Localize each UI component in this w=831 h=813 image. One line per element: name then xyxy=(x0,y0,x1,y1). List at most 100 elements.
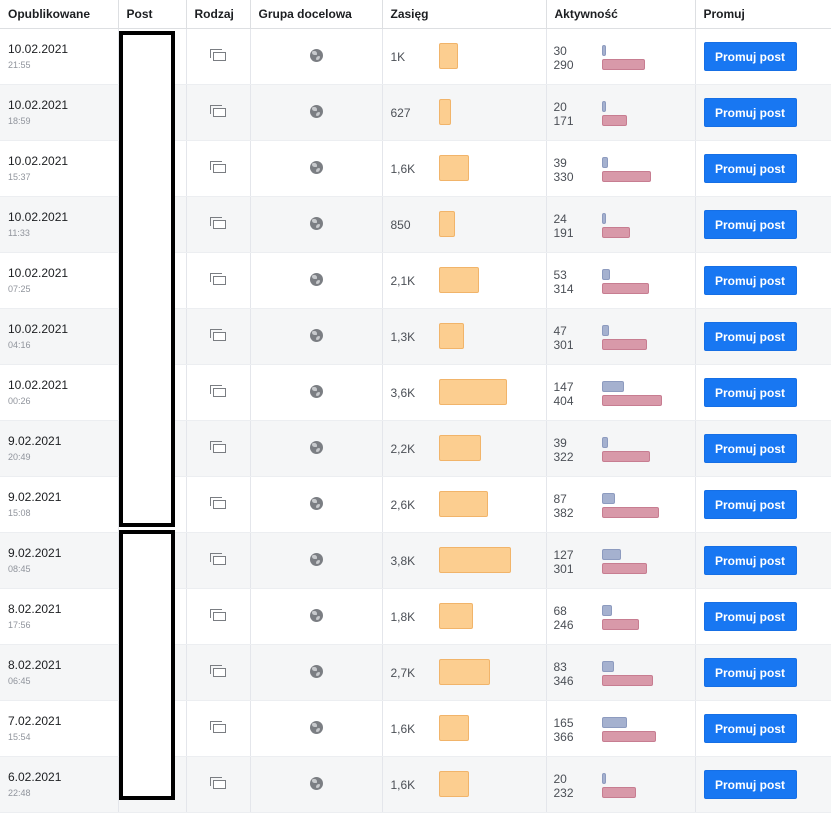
published-date: 8.02.2021 xyxy=(8,602,62,616)
activity-value-bottom: 301 xyxy=(553,338,574,352)
post-type-icon xyxy=(210,49,226,61)
published-time: 08:45 xyxy=(8,564,31,574)
globe-icon xyxy=(309,216,323,230)
activity-value-top: 24 xyxy=(553,212,567,226)
promote-cell: Promuj post xyxy=(695,532,831,589)
promote-post-button[interactable]: Promuj post xyxy=(703,42,797,71)
post-type-icon xyxy=(210,553,226,565)
published-date: 10.02.2021 xyxy=(8,266,69,280)
reach-cell: 1K xyxy=(382,28,547,85)
promote-post-button[interactable]: Promuj post xyxy=(703,266,797,295)
promote-post-button[interactable]: Promuj post xyxy=(703,490,797,519)
activity-value-bottom: 246 xyxy=(553,618,574,632)
activity-cell: 20 232 xyxy=(546,756,696,813)
published-time: 15:54 xyxy=(8,732,31,742)
type-cell xyxy=(186,420,251,477)
post-type-icon xyxy=(210,777,226,789)
activity-bar-bottom xyxy=(601,675,653,686)
promote-post-button[interactable]: Promuj post xyxy=(703,546,797,575)
type-cell xyxy=(186,196,251,253)
promote-post-button[interactable]: Promuj post xyxy=(703,378,797,407)
promote-post-button[interactable]: Promuj post xyxy=(703,714,797,743)
audience-cell xyxy=(250,196,383,253)
activity-value-bottom: 314 xyxy=(553,282,574,296)
published-cell: 10.02.2021 04:16 xyxy=(0,308,119,365)
published-date: 10.02.2021 xyxy=(8,322,69,336)
reach-value: 1,6K xyxy=(390,778,416,792)
promote-cell: Promuj post xyxy=(695,644,831,701)
redacted-post-area-bottom xyxy=(119,530,175,800)
activity-value-bottom: 232 xyxy=(553,786,574,800)
published-cell: 10.02.2021 15:37 xyxy=(0,140,119,197)
activity-bar-top xyxy=(601,157,608,168)
activity-bar-top xyxy=(601,45,606,56)
post-type-icon xyxy=(210,609,226,621)
reach-cell: 627 xyxy=(382,84,547,141)
reach-cell: 3,6K xyxy=(382,364,547,421)
activity-value-bottom: 330 xyxy=(553,170,574,184)
col-audience-header[interactable]: Grupa docelowa xyxy=(250,0,383,29)
reach-bar xyxy=(438,99,451,125)
post-type-icon xyxy=(210,441,226,453)
post-type-icon xyxy=(210,105,226,117)
globe-icon xyxy=(309,384,323,398)
col-published-header[interactable]: Opublikowane xyxy=(0,0,119,29)
reach-value: 3,8K xyxy=(390,554,416,568)
published-time: 11:33 xyxy=(8,228,30,238)
reach-bar xyxy=(438,379,507,405)
promote-post-button[interactable]: Promuj post xyxy=(703,434,797,463)
audience-cell xyxy=(250,700,383,757)
activity-value-top: 127 xyxy=(553,548,574,562)
activity-cell: 165 366 xyxy=(546,700,696,757)
activity-value-bottom: 366 xyxy=(553,730,574,744)
audience-cell xyxy=(250,476,383,533)
table-row: 10.02.2021 15:37 1,6K 39 330 Promuj post xyxy=(0,140,831,197)
activity-value-bottom: 346 xyxy=(553,674,574,688)
reach-bar xyxy=(438,603,473,629)
audience-cell xyxy=(250,420,383,477)
activity-bar-bottom xyxy=(601,59,645,70)
promote-post-button[interactable]: Promuj post xyxy=(703,322,797,351)
published-cell: 9.02.2021 15:08 xyxy=(0,476,119,533)
audience-cell xyxy=(250,252,383,309)
activity-value-bottom: 290 xyxy=(553,58,574,72)
promote-post-button[interactable]: Promuj post xyxy=(703,602,797,631)
col-post-header[interactable]: Post xyxy=(118,0,187,29)
promote-cell: Promuj post xyxy=(695,28,831,85)
promote-post-button[interactable]: Promuj post xyxy=(703,98,797,127)
activity-value-top: 20 xyxy=(553,772,567,786)
reach-value: 2,2K xyxy=(390,442,416,456)
promote-post-button[interactable]: Promuj post xyxy=(703,770,797,799)
activity-value-top: 47 xyxy=(553,324,567,338)
reach-bar xyxy=(438,43,458,69)
col-reach-header[interactable]: Zasięg xyxy=(382,0,547,29)
promote-post-button[interactable]: Promuj post xyxy=(703,154,797,183)
globe-icon xyxy=(309,664,323,678)
activity-cell: 53 314 xyxy=(546,252,696,309)
activity-cell: 30 290 xyxy=(546,28,696,85)
activity-bar-top xyxy=(601,717,627,728)
activity-bar-bottom xyxy=(601,115,627,126)
activity-bar-bottom xyxy=(601,227,630,238)
published-cell: 9.02.2021 08:45 xyxy=(0,532,119,589)
published-date: 8.02.2021 xyxy=(8,658,62,672)
activity-bar-bottom xyxy=(601,563,647,574)
globe-icon xyxy=(309,776,323,790)
promote-post-button[interactable]: Promuj post xyxy=(703,210,797,239)
published-date: 9.02.2021 xyxy=(8,490,62,504)
reach-bar xyxy=(438,267,479,293)
table-row: 9.02.2021 15:08 2,6K 87 382 Promuj post xyxy=(0,476,831,533)
activity-bar-bottom xyxy=(601,731,656,742)
reach-cell: 2,6K xyxy=(382,476,547,533)
promote-cell: Promuj post xyxy=(695,476,831,533)
col-activity-header[interactable]: Aktywność xyxy=(546,0,696,29)
activity-value-top: 30 xyxy=(553,44,567,58)
published-time: 15:08 xyxy=(8,508,31,518)
table-row: 9.02.2021 20:49 2,2K 39 322 Promuj post xyxy=(0,420,831,477)
table-row: 9.02.2021 08:45 3,8K 127 301 Promuj post xyxy=(0,532,831,589)
col-type-header[interactable]: Rodzaj xyxy=(186,0,251,29)
reach-cell: 1,6K xyxy=(382,756,547,813)
promote-post-button[interactable]: Promuj post xyxy=(703,658,797,687)
activity-cell: 127 301 xyxy=(546,532,696,589)
reach-bar xyxy=(438,211,455,237)
